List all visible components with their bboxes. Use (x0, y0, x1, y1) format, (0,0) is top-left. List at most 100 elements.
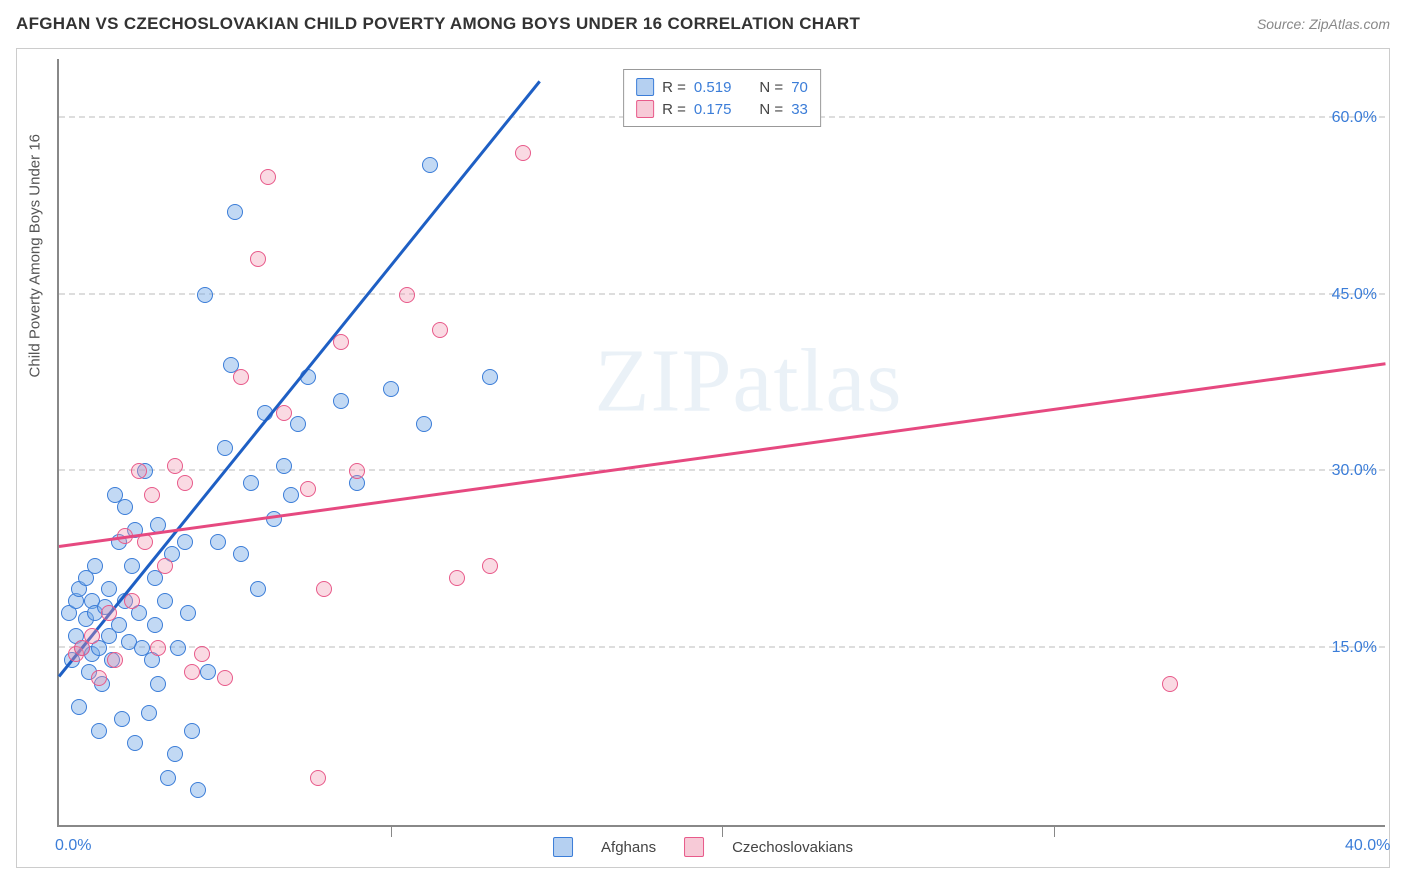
legend-r-value: 0.519 (694, 79, 732, 96)
data-point (383, 381, 399, 397)
legend-row: R = 0.519 N = 70 (636, 76, 808, 98)
data-point (101, 581, 117, 597)
y-axis-label: Child Poverty Among Boys Under 16 (27, 134, 44, 377)
x-tick-label: 0.0% (55, 837, 91, 855)
x-tick (391, 825, 392, 837)
data-point (180, 605, 196, 621)
data-point (157, 593, 173, 609)
data-point (91, 723, 107, 739)
chart-title: AFGHAN VS CZECHOSLOVAKIAN CHILD POVERTY … (16, 14, 860, 34)
data-point (141, 705, 157, 721)
data-point (84, 628, 100, 644)
data-point (349, 463, 365, 479)
data-point (316, 581, 332, 597)
data-point (131, 463, 147, 479)
legend-r-label: R = (662, 79, 686, 96)
data-point (260, 169, 276, 185)
data-point (147, 617, 163, 633)
data-point (290, 416, 306, 432)
legend-n-value: 70 (791, 79, 808, 96)
legend-swatch-icon (684, 837, 704, 857)
data-point (283, 487, 299, 503)
data-point (124, 558, 140, 574)
data-point (194, 646, 210, 662)
data-point (160, 770, 176, 786)
gridline (59, 469, 1385, 471)
legend-n-label: N = (759, 79, 783, 96)
legend-swatch-icon (636, 100, 654, 118)
data-point (227, 204, 243, 220)
data-point (333, 334, 349, 350)
data-point (210, 534, 226, 550)
data-point (233, 546, 249, 562)
data-point (170, 640, 186, 656)
data-point (515, 145, 531, 161)
data-point (310, 770, 326, 786)
data-point (101, 605, 117, 621)
legend-swatch-icon (636, 78, 654, 96)
y-tick-label: 30.0% (1332, 462, 1377, 480)
data-point (184, 723, 200, 739)
data-point (150, 640, 166, 656)
data-point (422, 157, 438, 173)
x-tick-label: 40.0% (1345, 837, 1390, 855)
legend-n-label: N = (759, 101, 783, 118)
x-legend-label: Afghans (601, 839, 656, 856)
data-point (150, 676, 166, 692)
x-tick (1054, 825, 1055, 837)
data-point (217, 440, 233, 456)
y-tick-label: 60.0% (1332, 109, 1377, 127)
data-point (71, 699, 87, 715)
data-point (243, 475, 259, 491)
data-point (200, 664, 216, 680)
x-tick (722, 825, 723, 837)
data-point (276, 458, 292, 474)
data-point (233, 369, 249, 385)
data-point (197, 287, 213, 303)
data-point (190, 782, 206, 798)
data-point (300, 481, 316, 497)
data-point (167, 746, 183, 762)
data-point (1162, 676, 1178, 692)
data-point (107, 652, 123, 668)
data-point (416, 416, 432, 432)
data-point (482, 558, 498, 574)
source-label: Source: ZipAtlas.com (1257, 16, 1390, 32)
data-point (177, 534, 193, 550)
gridline (59, 646, 1385, 648)
plot-area: Child Poverty Among Boys Under 16 ZIPatl… (57, 59, 1385, 827)
y-tick-label: 45.0% (1332, 286, 1377, 304)
data-point (87, 558, 103, 574)
trend-line (58, 80, 541, 677)
data-point (124, 593, 140, 609)
data-point (399, 287, 415, 303)
trend-line (59, 362, 1385, 548)
legend-n-value: 33 (791, 101, 808, 118)
data-point (482, 369, 498, 385)
data-point (127, 735, 143, 751)
legend-swatch-icon (553, 837, 573, 857)
legend-r-value: 0.175 (694, 101, 732, 118)
data-point (91, 670, 107, 686)
x-axis-legend: Afghans Czechoslovakians (553, 837, 853, 857)
data-point (177, 475, 193, 491)
legend-row: R = 0.175 N = 33 (636, 98, 808, 120)
x-legend-label: Czechoslovakians (732, 839, 853, 856)
watermark: ZIPatlas (595, 329, 903, 432)
gridline (59, 293, 1385, 295)
chart-container: Child Poverty Among Boys Under 16 ZIPatl… (16, 48, 1390, 868)
data-point (144, 487, 160, 503)
data-point (217, 670, 233, 686)
data-point (184, 664, 200, 680)
y-tick-label: 15.0% (1332, 639, 1377, 657)
data-point (449, 570, 465, 586)
header: AFGHAN VS CZECHOSLOVAKIAN CHILD POVERTY … (0, 0, 1406, 42)
data-point (250, 251, 266, 267)
legend-r-label: R = (662, 101, 686, 118)
data-point (333, 393, 349, 409)
data-point (114, 711, 130, 727)
data-point (117, 499, 133, 515)
data-point (167, 458, 183, 474)
data-point (276, 405, 292, 421)
data-point (250, 581, 266, 597)
